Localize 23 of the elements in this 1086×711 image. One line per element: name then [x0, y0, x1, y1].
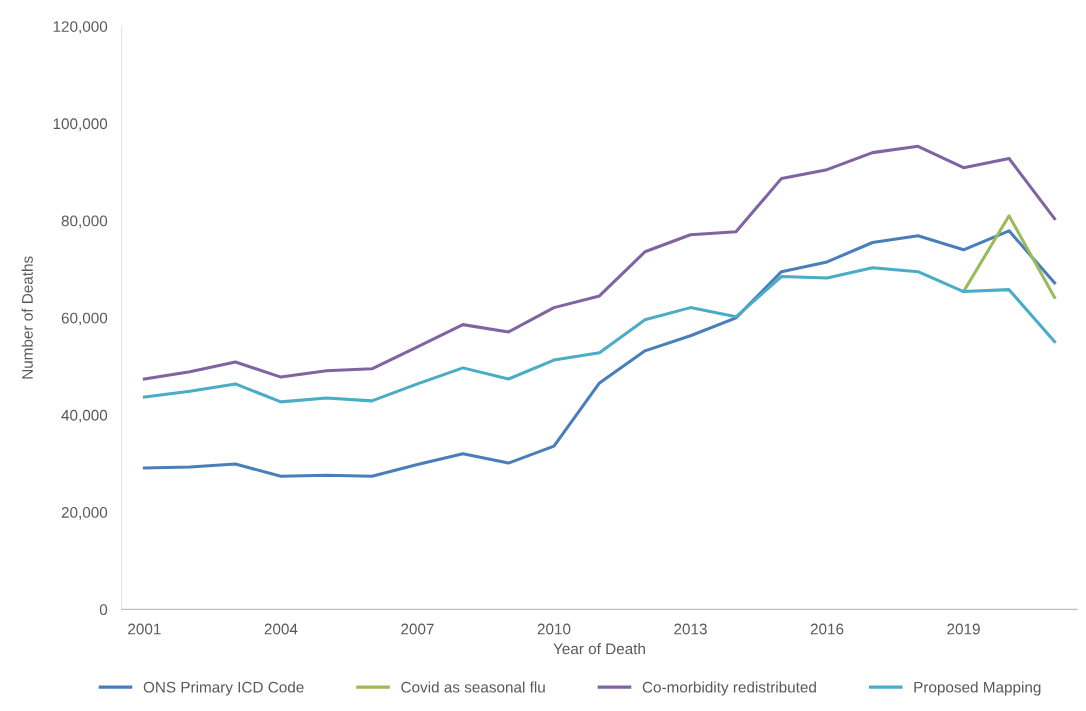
y-tick-label: 80,000: [61, 215, 108, 229]
legend-label: ONS Primary ICD Code: [143, 681, 304, 696]
legend-label: Proposed Mapping: [914, 681, 1041, 696]
y-tick-label: 100,000: [53, 118, 108, 131]
x-tick-label: 2019: [947, 623, 980, 635]
line-series: [142, 266, 1057, 404]
legend-label: Co-morbidity redistributed: [642, 681, 816, 696]
line-series: [142, 144, 1057, 381]
y-tick-label: 60,000: [61, 312, 108, 326]
line-series: [142, 229, 1057, 478]
y-axis-title: Number of Deaths: [21, 256, 33, 379]
x-axis-title: Year of Death: [553, 643, 645, 655]
x-tick-label: 2007: [401, 623, 434, 635]
x-tick-label: 2001: [128, 623, 161, 635]
y-tick-label: 20,000: [61, 507, 108, 520]
legend-label: Covid as seasonal flu: [401, 681, 545, 693]
x-tick-label: 2010: [537, 623, 571, 635]
x-tick-label: 2013: [674, 623, 707, 635]
y-tick-label: 0: [99, 604, 108, 616]
y-tick-label: 120,000: [53, 21, 108, 34]
y-tick-label: 40,000: [61, 409, 108, 423]
x-tick-label: 2016: [810, 623, 844, 635]
x-tick-label: 2004: [264, 623, 298, 635]
